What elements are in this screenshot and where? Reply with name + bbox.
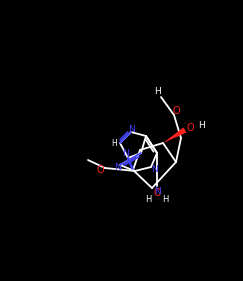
Text: H: H — [198, 121, 204, 130]
Polygon shape — [163, 127, 187, 143]
Text: H: H — [145, 196, 151, 205]
Text: N: N — [154, 187, 160, 196]
Text: O: O — [153, 188, 161, 198]
Text: O: O — [96, 165, 104, 175]
Text: H: H — [162, 196, 168, 205]
Text: O: O — [172, 106, 180, 116]
Text: H: H — [154, 87, 160, 96]
Text: H: H — [111, 139, 117, 148]
Text: N: N — [128, 124, 134, 133]
Text: N: N — [114, 162, 120, 171]
Text: O: O — [186, 123, 194, 133]
Text: N: N — [122, 149, 128, 158]
Text: N: N — [151, 166, 157, 175]
